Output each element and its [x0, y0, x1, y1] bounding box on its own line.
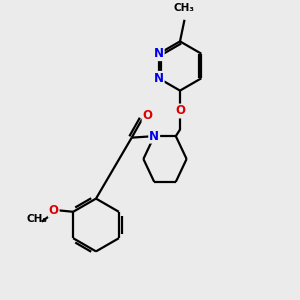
Text: O: O — [175, 104, 185, 118]
Text: N: N — [154, 72, 164, 85]
Text: N: N — [149, 130, 159, 142]
Text: CH₃: CH₃ — [27, 214, 48, 224]
Text: O: O — [49, 204, 58, 217]
Text: N: N — [154, 47, 164, 60]
Text: O: O — [142, 109, 153, 122]
Text: CH₃: CH₃ — [174, 3, 195, 13]
